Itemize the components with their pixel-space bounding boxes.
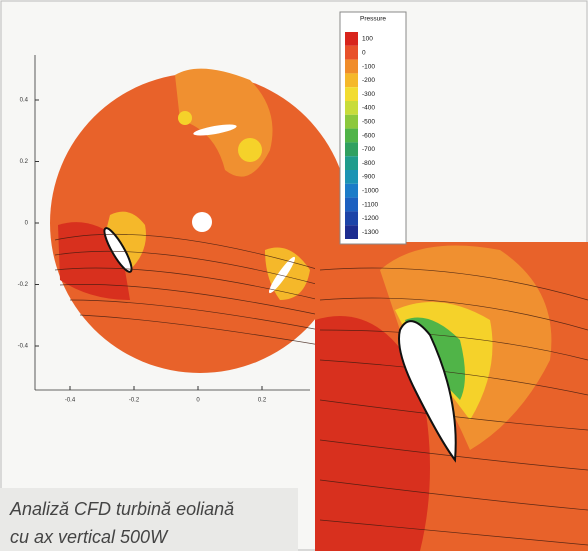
legend-label: -900 — [362, 174, 375, 181]
legend: 100 0 -100 -200 -300 -400 -500 -600 -700 -800 -900… — [345, 32, 379, 239]
legend-swatch — [345, 73, 358, 87]
legend-swatch — [345, 142, 358, 156]
legend-swatch — [345, 87, 358, 101]
legend-label: -1000 — [362, 188, 379, 195]
legend-label: -600 — [362, 132, 375, 139]
legend-label: 100 — [362, 36, 373, 43]
legend-swatch — [345, 184, 358, 198]
legend-swatch — [345, 115, 358, 129]
legend-label: -300 — [362, 91, 375, 98]
legend-swatch — [345, 46, 358, 60]
legend-swatch — [345, 156, 358, 170]
legend-swatch — [345, 129, 358, 143]
y-tick-label: 0.4 — [20, 98, 29, 104]
legend-label: -500 — [362, 119, 375, 126]
legend-swatch — [345, 101, 358, 115]
legend-title: Pressure — [360, 16, 386, 23]
legend-label: -1100 — [362, 201, 379, 208]
legend-label: -800 — [362, 160, 375, 167]
legend-swatch — [345, 60, 358, 74]
pressure-zone — [238, 138, 262, 162]
page: {"plot": { "y_ticks": ["0.4", "0.2", "0"… — [0, 0, 588, 551]
x-tick-label: -0.2 — [129, 398, 140, 404]
y-tick-label: -0.2 — [18, 282, 29, 288]
y-tick-label: 0.2 — [20, 159, 29, 165]
x-tick-label: 0.2 — [258, 398, 267, 404]
legend-swatch — [345, 32, 358, 46]
caption-line: Analiză CFD turbină eoliană — [9, 499, 234, 519]
shaft — [192, 212, 212, 232]
x-tick-label: -0.4 — [65, 398, 76, 404]
legend-label: -1200 — [362, 215, 379, 222]
legend-label: -100 — [362, 63, 375, 70]
pressure-zone — [178, 111, 192, 125]
figure: 0.40.20-0.2-0.4 -0.4-0.200.2 Pressure 10… — [0, 0, 588, 551]
legend-label: -400 — [362, 105, 375, 112]
legend-swatch — [345, 211, 358, 225]
legend-swatch — [345, 225, 358, 239]
y-tick-label: -0.4 — [18, 344, 29, 350]
legend-swatch — [345, 170, 358, 184]
legend-label: 0 — [362, 50, 366, 57]
legend-label: -200 — [362, 77, 375, 84]
legend-label: -1300 — [362, 229, 379, 236]
legend-swatch — [345, 198, 358, 212]
legend-label: -700 — [362, 146, 375, 153]
caption-line: cu ax vertical 500W — [10, 527, 169, 547]
